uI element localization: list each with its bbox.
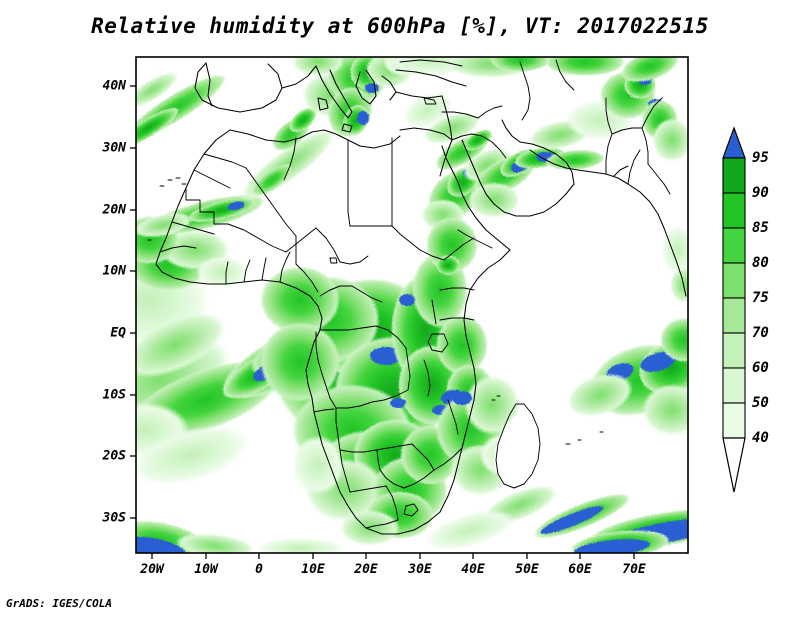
y-tick-label: 30S bbox=[102, 510, 126, 526]
y-tick-label: 10N bbox=[102, 263, 126, 279]
y-tick-label: 10S bbox=[102, 387, 126, 403]
colorbar-tick-label: 90 bbox=[752, 185, 769, 201]
y-tick-label: 20N bbox=[102, 202, 126, 218]
colorbar-band-70-75 bbox=[722, 297, 746, 334]
colorbar bbox=[722, 126, 746, 493]
colorbar-tick-label: 75 bbox=[752, 290, 769, 306]
x-tick-label: 10W bbox=[194, 562, 218, 577]
coastlines-layer bbox=[147, 59, 687, 535]
grads-credit: GrADS: IGES/COLA bbox=[6, 597, 112, 610]
colorbar-band-50-60 bbox=[722, 367, 746, 404]
colorbar-tick-label: 60 bbox=[752, 360, 769, 376]
x-tick-label: 60E bbox=[568, 562, 592, 577]
x-tick-label: 30E bbox=[408, 562, 432, 577]
colorbar-tick-label: 85 bbox=[752, 220, 769, 236]
y-tick-label: 40N bbox=[102, 78, 126, 94]
y-tick-label: EQ bbox=[110, 325, 126, 341]
y-tick-label: 20S bbox=[102, 448, 126, 464]
colorbar-band-75-80 bbox=[722, 262, 746, 299]
x-tick-label: 20W bbox=[140, 562, 164, 577]
humidity-field bbox=[136, 57, 688, 553]
plot-frame bbox=[135, 56, 689, 554]
colorbar-band-85-90 bbox=[722, 192, 746, 229]
colorbar-band-40-50 bbox=[722, 402, 746, 439]
colorbar-over-arrow bbox=[722, 126, 746, 159]
x-tick-label: 50E bbox=[515, 562, 539, 577]
page-title: Relative humidity at 600hPa [%], VT: 201… bbox=[91, 14, 709, 38]
colorbar-tick-label: 40 bbox=[752, 430, 769, 446]
x-tick-label: 70E bbox=[622, 562, 646, 577]
x-tick-label: 20E bbox=[354, 562, 378, 577]
y-tick-label: 30N bbox=[102, 140, 126, 156]
colorbar-band-60-70 bbox=[722, 332, 746, 369]
axis-ticks bbox=[130, 85, 635, 559]
colorbar-tick-label: 70 bbox=[752, 325, 769, 341]
colorbar-tick-label: 50 bbox=[752, 395, 769, 411]
colorbar-band-80-85 bbox=[722, 227, 746, 264]
colorbar-under-arrow bbox=[722, 437, 746, 493]
x-tick-label: 40E bbox=[461, 562, 485, 577]
x-tick-label: 0 bbox=[255, 562, 263, 577]
colorbar-tick-label: 95 bbox=[752, 150, 769, 166]
colorbar-band-90-95 bbox=[722, 157, 746, 194]
colorbar-tick-label: 80 bbox=[752, 255, 769, 271]
x-tick-label: 10E bbox=[301, 562, 325, 577]
